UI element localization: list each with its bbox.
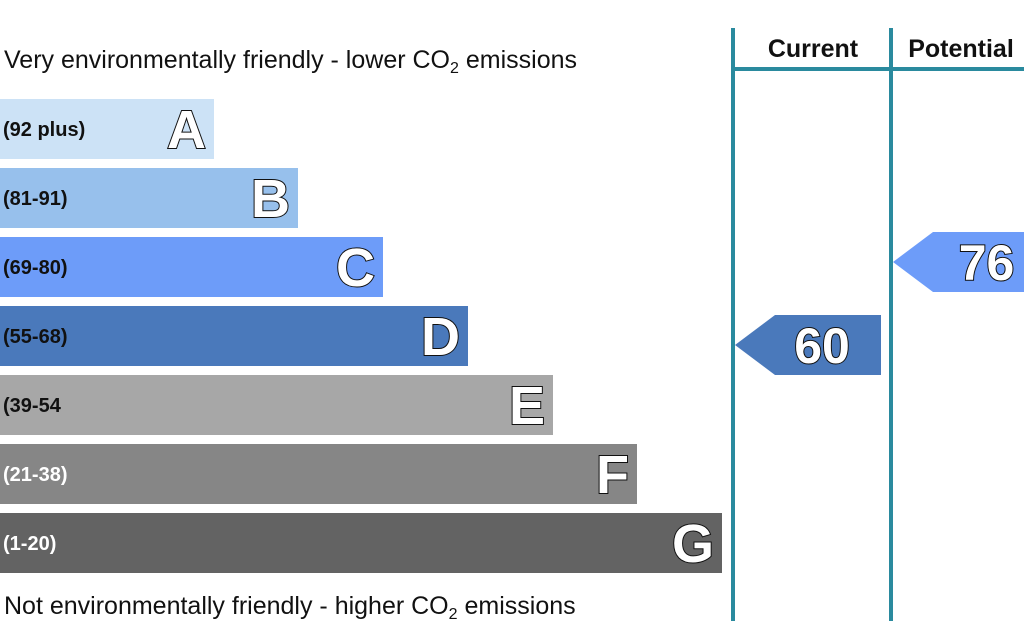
caption-bottom-text: Not environmentally friendly - higher CO [4,592,449,620]
band-range-e: (39-54 [3,395,62,417]
rating-value-current: 60 [794,318,850,374]
caption-bottom-suffix: emissions [457,592,576,620]
band-letter-f: F [596,445,629,505]
band-bar-b [0,168,298,228]
band-bar-d [0,306,468,366]
band-bar-a [0,99,214,159]
band-letter-b: B [251,169,290,229]
band-letter-g: G [672,514,714,574]
band-bar-f [0,444,637,504]
band-letter-e: E [509,376,545,436]
band-letter-d: D [421,307,460,367]
caption-top-subscript: 2 [450,60,459,77]
band-bar-c [0,237,383,297]
band-range-d: (55-68) [3,326,67,348]
rating-arrow-current [735,315,881,375]
band-range-a: (92 plus) [3,119,85,141]
band-range-b: (81-91) [3,188,67,210]
column-header-potential: Potential [908,35,1014,63]
caption-top-suffix: emissions [458,46,577,74]
band-range-g: (1-20) [3,533,56,555]
band-range-f: (21-38) [3,464,67,486]
caption-bottom-subscript: 2 [448,606,458,623]
caption-top: Very environmentally friendly - lower CO… [4,46,577,77]
band-bar-e [0,375,553,435]
caption-bottom: Not environmentally friendly - higher CO… [4,592,576,623]
band-letter-c: C [336,238,375,298]
rating-value-potential: 76 [959,235,1015,291]
caption-top-text: Very environmentally friendly - lower CO [4,46,450,74]
band-letter-a: A [167,100,206,160]
rating-arrow-potential [893,232,1024,292]
band-bar-g [0,513,722,573]
column-header-current: Current [768,35,859,63]
band-range-c: (69-80) [3,257,67,279]
